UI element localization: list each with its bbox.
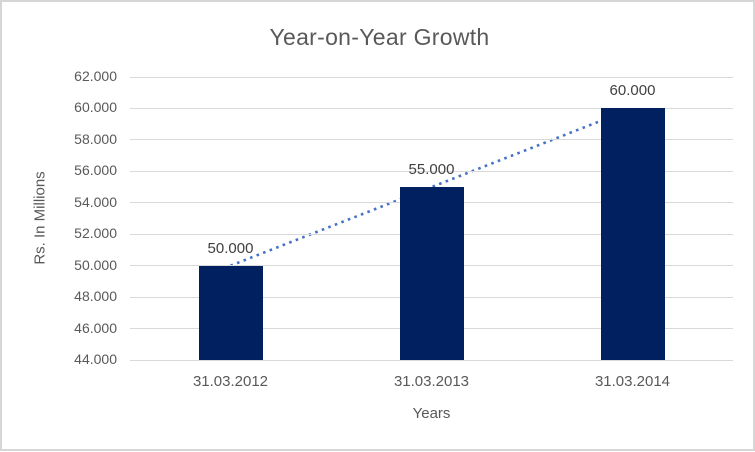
- gridline: [130, 139, 733, 141]
- y-tick-label: 62.000: [74, 68, 117, 84]
- y-tick-label: 58.000: [74, 130, 117, 147]
- x-tick-label: 31.03.2014: [594, 373, 671, 390]
- trendline: [230, 107, 633, 267]
- bar-31.03.2014: [600, 108, 665, 360]
- y-tick-label: 60.000: [74, 99, 117, 116]
- gridline: [130, 359, 733, 361]
- y-axis-tick-labels: 44.000 46.000 48.000 50.000 52.000 54.000 56.0…: [2, 68, 122, 367]
- x-axis-tick-labels: 31.03.2012 31.03.2013 31.03.2014: [130, 373, 733, 393]
- bar-31.03.2013: [399, 187, 464, 360]
- x-tick-label: 31.03.2012: [192, 373, 269, 390]
- y-tick-label: 52.000: [74, 225, 117, 242]
- bar-value-label: 50.000: [207, 239, 254, 257]
- x-axis-title: Years: [412, 405, 451, 422]
- bar-31.03.2012: [198, 265, 263, 360]
- y-tick-label: 56.000: [74, 162, 117, 179]
- chart-title: Year-on-Year Growth: [269, 24, 490, 50]
- bar-value-label: 55.000: [408, 161, 455, 179]
- gridline: [130, 170, 733, 172]
- plot-area: 50.000 55.000 60.000: [130, 76, 733, 361]
- x-tick-label: 31.03.2013: [393, 373, 470, 390]
- y-tick-label: 54.000: [74, 193, 117, 210]
- y-tick-label: 44.000: [74, 351, 117, 367]
- gridline: [130, 76, 733, 78]
- y-tick-label: 46.000: [74, 319, 117, 336]
- bar-value-label: 60.000: [609, 82, 656, 100]
- y-tick-label: 48.000: [74, 288, 117, 305]
- gridline: [130, 107, 733, 109]
- y-tick-label: 50.000: [74, 256, 117, 273]
